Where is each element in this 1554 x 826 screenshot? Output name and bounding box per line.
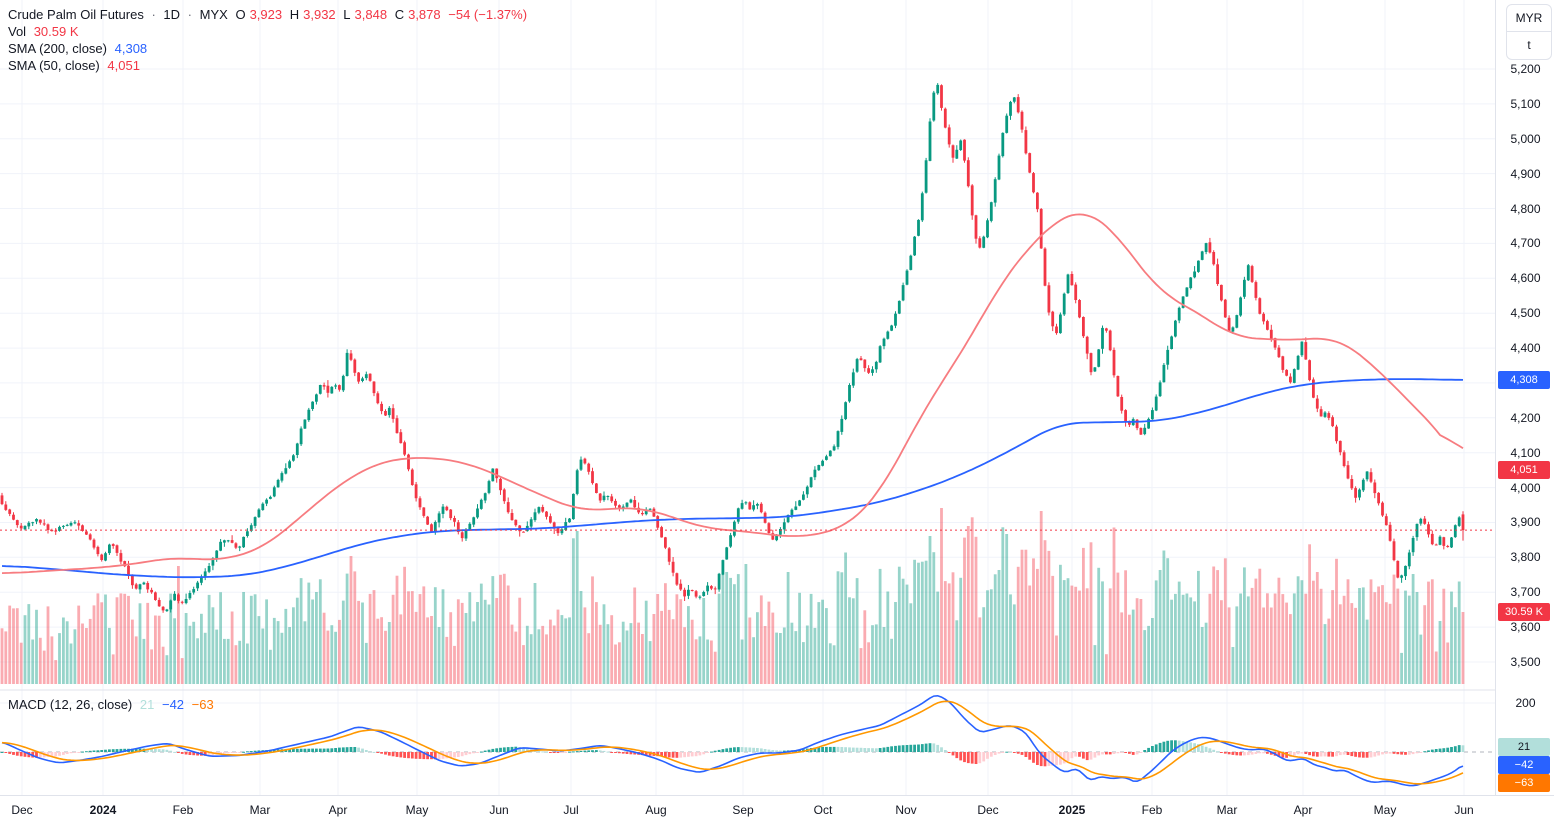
sma50-row[interactable]: SMA (50, close) 4,051: [8, 57, 531, 74]
month-label: Dec: [977, 803, 999, 817]
macd-signal-value: −63: [191, 697, 214, 712]
price-tick-label: 4,800: [1510, 202, 1541, 216]
month-label: Dec: [11, 803, 33, 817]
symbol-title-row[interactable]: Crude Palm Oil Futures · 1D · MYX O 3,923…: [8, 6, 531, 23]
high-value: 3,932: [303, 7, 336, 22]
sma-50-line: [1, 213, 1464, 574]
sma50-price-badge: 4,051: [1498, 461, 1550, 479]
month-label: Jul: [563, 803, 579, 817]
sma200-price-badge: 4,308: [1498, 371, 1550, 389]
currency-label[interactable]: MYR: [1515, 11, 1543, 25]
month-label: Jun: [1454, 803, 1474, 817]
month-label: Apr: [1293, 803, 1313, 817]
month-label: Mar: [1216, 803, 1238, 817]
open-value: 3,923: [249, 7, 283, 22]
time-axis[interactable]: Dec 2024 Feb Mar Apr May Jun Jul Aug Sep Oct Nov Dec…: [0, 795, 1554, 826]
price-tick-label: 4,500: [1510, 306, 1541, 320]
price-tick-label: 5,000: [1510, 132, 1541, 146]
sma50-label: SMA (50, close): [8, 58, 100, 73]
price-tick-label: 4,600: [1510, 271, 1541, 285]
month-label: May: [1373, 803, 1397, 817]
macd-signal-line: [1, 700, 1464, 785]
volume-badge: 30.59 K: [1498, 603, 1550, 621]
close-value: 3,878: [408, 7, 441, 22]
price-tick-label: 4,700: [1510, 236, 1541, 250]
price-tick-label: 4,100: [1510, 446, 1541, 460]
macd-line-value: −42: [161, 697, 185, 712]
month-label: Apr: [328, 803, 348, 817]
price-tick-label: 4,000: [1510, 481, 1541, 495]
price-tick-label: 4,400: [1510, 341, 1541, 355]
price-chart[interactable]: [0, 0, 1495, 795]
price-tick-label: 3,500: [1510, 655, 1541, 669]
exchange-label: MYX: [199, 7, 228, 22]
close-key: C: [394, 7, 405, 22]
symbol-title[interactable]: Crude Palm Oil Futures: [8, 7, 144, 22]
macd-value-badge: −63: [1498, 774, 1550, 792]
month-label: Sep: [732, 803, 754, 817]
price-tick-label: 5,200: [1510, 62, 1541, 76]
sma200-row[interactable]: SMA (200, close) 4,308: [8, 40, 531, 57]
macd-tick-label: 200: [1515, 696, 1536, 710]
legend-separator-2: ·: [187, 7, 193, 22]
change-value: −54 (−1.37%): [448, 7, 528, 22]
month-label: Oct: [813, 803, 833, 817]
month-label: Aug: [645, 803, 667, 817]
symbol-legend[interactable]: Crude Palm Oil Futures · 1D · MYX O 3,923…: [8, 6, 531, 74]
price-axis[interactable]: 4,308 4,051 30.59 K 5,200 5,100 5,000 4,900…: [1495, 0, 1554, 795]
sma-200-line: [1, 378, 1464, 579]
price-tick-label: 3,700: [1510, 585, 1541, 599]
month-label: Feb: [1141, 803, 1163, 817]
year-label: 2025: [1058, 803, 1086, 817]
macd-value-badge: 21: [1498, 738, 1550, 756]
sma50-value: 4,051: [107, 58, 140, 73]
price-tick-label: 4,900: [1510, 167, 1541, 181]
price-tick-label: 3,800: [1510, 550, 1541, 564]
unit-label[interactable]: t: [1507, 31, 1551, 58]
open-key: O: [235, 7, 246, 22]
month-label: Nov: [895, 803, 917, 817]
price-tick-label: 4,200: [1510, 411, 1541, 425]
macd-label: MACD (12, 26, close): [8, 697, 133, 712]
volume-row[interactable]: Vol 30.59 K: [8, 23, 531, 40]
month-label: Mar: [249, 803, 271, 817]
low-value: 3,848: [354, 7, 388, 22]
macd-value-badge: −42: [1498, 756, 1550, 774]
macd-hist-value: 21: [139, 697, 155, 712]
year-label: 2024: [89, 803, 117, 817]
volume-label: Vol: [8, 24, 27, 39]
candles-layer: [0, 83, 1465, 613]
interval-label[interactable]: 1D: [163, 7, 181, 22]
macd-line: [1, 694, 1464, 787]
price-tick-label: 3,900: [1510, 515, 1541, 529]
volume-layer: [0, 508, 1465, 684]
macd-legend[interactable]: MACD (12, 26, close) 21 −42 −63: [8, 697, 218, 712]
month-label: Feb: [172, 803, 194, 817]
price-tick-label: 5,100: [1510, 97, 1541, 111]
low-key: L: [343, 7, 351, 22]
month-label: May: [405, 803, 429, 817]
price-tick-label: 3,600: [1510, 620, 1541, 634]
high-key: H: [289, 7, 300, 22]
sma200-label: SMA (200, close): [8, 41, 107, 56]
month-label: Jun: [489, 803, 509, 817]
currency-unit-button[interactable]: MYR t: [1506, 4, 1552, 60]
sma200-value: 4,308: [114, 41, 148, 56]
legend-separator: ·: [151, 7, 156, 22]
volume-value: 30.59 K: [33, 24, 79, 39]
